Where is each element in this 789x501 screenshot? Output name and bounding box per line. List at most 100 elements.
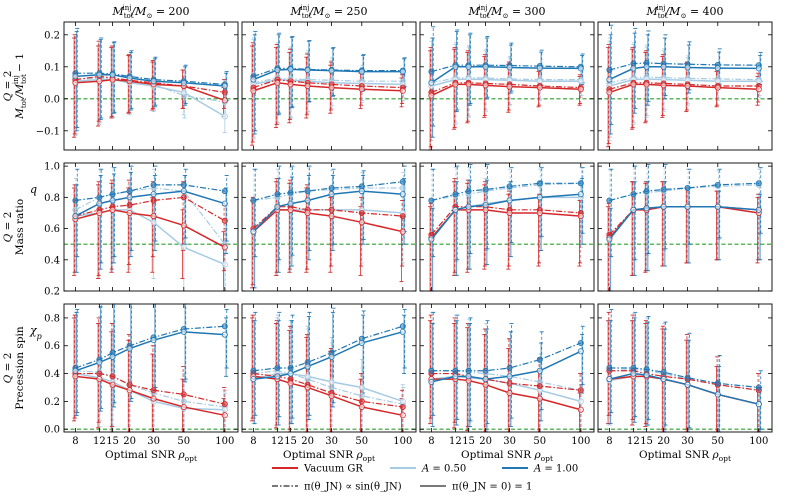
point-vac-fix: [96, 209, 103, 216]
point-a1-fix: [660, 203, 667, 210]
point-a1-fix: [180, 79, 187, 86]
point-a1-fix: [126, 345, 133, 352]
y-tick-label: 0.1: [44, 62, 60, 73]
point-a1-fix: [274, 203, 281, 210]
point-vac-fix: [428, 92, 435, 99]
panel-frame: [63, 303, 239, 433]
x-tick-label: 15: [640, 436, 653, 447]
point-a1-fix: [328, 191, 335, 198]
point-a1-fix: [482, 202, 489, 209]
point-a05-sin: [180, 398, 187, 405]
row-ylabel-line1: Q = 2: [2, 212, 14, 243]
point-vac-fix: [755, 86, 762, 93]
point-a1-fix: [221, 331, 228, 338]
legend-label-vac: Vacuum GR: [303, 464, 363, 475]
point-a1-fix: [150, 78, 157, 85]
point-a1-fix: [755, 65, 762, 72]
point-a1-fix: [250, 376, 257, 383]
point-a1-fix: [109, 353, 116, 360]
legend-label-fix: π(θ_JN = 0) = 1: [452, 482, 532, 493]
point-vac-fix: [482, 82, 489, 89]
panel-r1-c1: −0.1 0.0 0.1 0.2 Mtotinj/M⊙ = 200: [36, 4, 239, 151]
point-a1-fix: [660, 376, 667, 383]
point-a1-sin: [714, 181, 721, 188]
title-part: ⊙: [324, 12, 330, 20]
point-vac-fix: [287, 81, 294, 88]
row-ylabel-line1: Q = 2: [2, 353, 14, 384]
point-a1-fix: [399, 191, 406, 198]
point-vac-fix: [606, 89, 613, 96]
row-ylabel: Q = 2 Mass ratio: [2, 199, 26, 255]
point-a1-fix: [274, 373, 281, 380]
x-tick-label: 8: [250, 436, 256, 447]
x-tick-label: 20: [479, 436, 492, 447]
x-tick-label: 12: [449, 436, 462, 447]
point-vac-sin: [358, 209, 365, 216]
x-axis-label-symbol: ρ: [533, 449, 541, 461]
title-part: = 400: [686, 5, 723, 18]
title-part: /M: [308, 5, 325, 18]
point-a05-fix: [399, 398, 406, 405]
y-tick-label: 0.2: [44, 287, 60, 298]
point-a1-fix: [150, 191, 157, 198]
point-a1-fix: [606, 376, 613, 383]
point-a1-sin: [536, 356, 543, 363]
point-a05-sin: [358, 392, 365, 399]
point-a1-fix: [287, 66, 294, 73]
point-a1-sin: [465, 367, 472, 374]
title-part: /M: [664, 5, 681, 18]
panel-frame: [419, 303, 595, 433]
point-a1-fix: [358, 339, 365, 346]
title-part: tot: [124, 12, 134, 20]
point-vac-fix: [328, 213, 335, 220]
point-a1-sin: [755, 384, 762, 391]
point-vac-fix: [274, 79, 281, 86]
point-vac-fix: [506, 83, 513, 90]
point-vac-fix: [399, 228, 406, 235]
point-a1-fix: [428, 378, 435, 385]
point-a1-fix: [465, 203, 472, 210]
panel-r2-c4: [597, 162, 773, 292]
row-ylabel-q: Q: [2, 233, 14, 242]
point-a1-sin: [287, 364, 294, 371]
point-vac-fix: [150, 395, 157, 402]
row-ylabel-q: Q: [2, 374, 14, 383]
column-title: Mtotinj/M⊙ = 300: [467, 4, 545, 20]
point-vac-sin: [536, 383, 543, 390]
point-vac-fix: [126, 387, 133, 394]
point-a1-fix: [506, 197, 513, 204]
point-vac-fix: [150, 213, 157, 220]
title-part: M: [111, 5, 124, 18]
point-a1-sin: [630, 364, 637, 371]
point-vac-fix: [643, 81, 650, 88]
point-a1-fix: [606, 76, 613, 83]
x-axis-label: Optimal SNR ρopt: [105, 449, 197, 463]
x-axis-label-symbol: ρ: [355, 449, 363, 461]
panel-r3-c1: 0.0 0.2 0.4 0.6 0.8 8 12 15 20 30 50 100 χp Optimal S…: [29, 303, 239, 463]
point-a1-sin: [482, 186, 489, 193]
point-a1-fix: [452, 206, 459, 213]
point-a1-fix: [428, 79, 435, 86]
point-a1-fix: [630, 65, 637, 72]
x-tick-label: 100: [571, 436, 590, 447]
title-part: M: [645, 5, 658, 18]
point-a1-fix: [660, 63, 667, 70]
point-a1-fix: [506, 64, 513, 71]
title-part: ⊙: [146, 12, 152, 20]
point-vac-fix: [109, 381, 116, 388]
point-a1-fix: [109, 197, 116, 204]
point-a1-fix: [96, 71, 103, 78]
point-vac-fix: [536, 209, 543, 216]
point-a1-sin: [643, 366, 650, 373]
point-a1-sin: [399, 178, 406, 185]
y-tick-label: 0.2: [44, 397, 60, 408]
point-vac-fix: [250, 87, 257, 94]
ylabel-part: tot: [20, 74, 28, 84]
y-tick-label: 0.0: [44, 94, 60, 105]
point-a1-sin: [274, 191, 281, 198]
x-tick-label: 12: [271, 436, 284, 447]
point-a1-fix: [577, 191, 584, 198]
x-tick-label: 15: [106, 436, 119, 447]
point-a1-fix: [328, 67, 335, 74]
